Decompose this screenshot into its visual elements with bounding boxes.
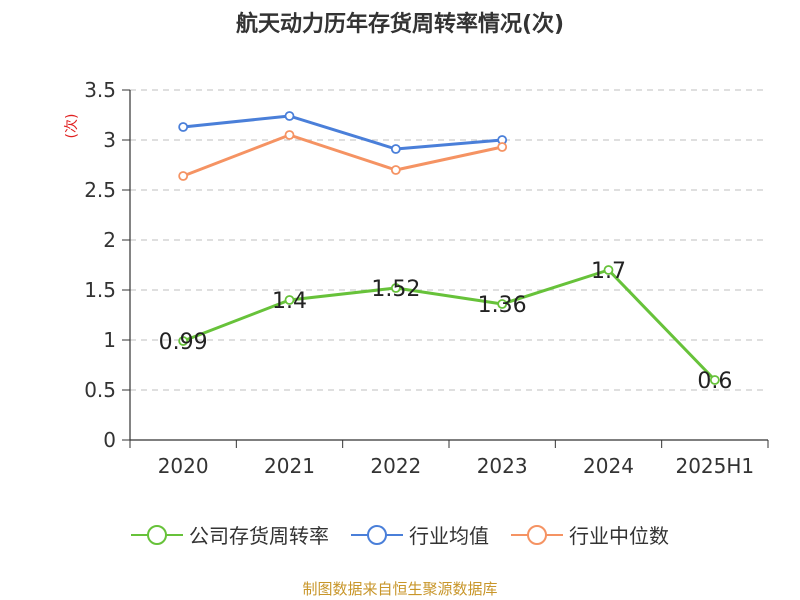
data-label: 1.4 — [272, 289, 307, 314]
y-tick-label: 2.5 — [84, 178, 116, 202]
y-tick-label: 0.5 — [84, 378, 116, 402]
y-tick-label: 0 — [103, 428, 116, 452]
data-label: 0.99 — [159, 330, 208, 355]
legend-item-company[interactable]: 公司存货周转率 — [131, 520, 329, 549]
x-tick-label: 2023 — [477, 454, 528, 478]
data-label: 0.6 — [697, 369, 732, 394]
data-label: 1.36 — [478, 293, 527, 318]
legend-swatch-industry-median — [511, 524, 563, 545]
data-point-industry_median — [497, 142, 508, 152]
legend-swatch-industry-avg — [351, 524, 403, 545]
legend-swatch-company — [131, 524, 183, 545]
data-label: 1.7 — [591, 259, 626, 284]
data-point-industry_median — [178, 171, 189, 181]
data-point-company — [497, 299, 508, 309]
data-point-industry_median — [284, 130, 295, 140]
data-point-industry_median — [390, 165, 401, 175]
data-point-company — [178, 336, 189, 346]
source-note: 制图数据来自恒生聚源数据库 — [302, 580, 498, 598]
legend-label-industry-median: 行业中位数 — [569, 524, 669, 548]
y-tick-label: 3 — [103, 128, 116, 152]
x-tick-label: 2022 — [370, 454, 421, 478]
data-point-company — [390, 283, 401, 293]
y-tick-label: 1 — [103, 328, 116, 352]
data-point-industry_avg — [390, 144, 401, 154]
series-line-company — [182, 268, 716, 382]
x-tick-label: 2020 — [158, 454, 209, 478]
legend-label-industry-avg: 行业均值 — [409, 524, 489, 548]
data-label: 1.52 — [371, 277, 420, 302]
series-line-industry_median — [182, 133, 503, 178]
data-point-company — [284, 295, 295, 305]
series-line-industry_avg — [183, 114, 503, 151]
x-tick-label: 2021 — [264, 454, 315, 478]
chart-title: 航天动力历年存货周转率情况(次) — [235, 12, 565, 37]
x-tick-label: 2024 — [583, 454, 634, 478]
y-tick-label: 1.5 — [84, 278, 116, 302]
y-tick-label: 2 — [103, 228, 116, 252]
data-point-industry_avg — [284, 111, 295, 121]
legend-label-company: 公司存货周转率 — [189, 524, 329, 548]
data-point-company — [603, 265, 614, 275]
x-tick-label: 2025H1 — [675, 454, 754, 478]
legend-item-industry-avg[interactable]: 行业均值 — [351, 520, 489, 549]
legend-item-industry-median[interactable]: 行业中位数 — [511, 520, 669, 549]
data-point-company — [709, 375, 720, 385]
y-tick-label: 3.5 — [84, 78, 116, 102]
y-axis-label: (次) — [64, 114, 80, 139]
data-point-industry_avg — [178, 122, 189, 132]
chart-legend: 公司存货周转率 行业均值 行业中位数 — [0, 520, 800, 549]
